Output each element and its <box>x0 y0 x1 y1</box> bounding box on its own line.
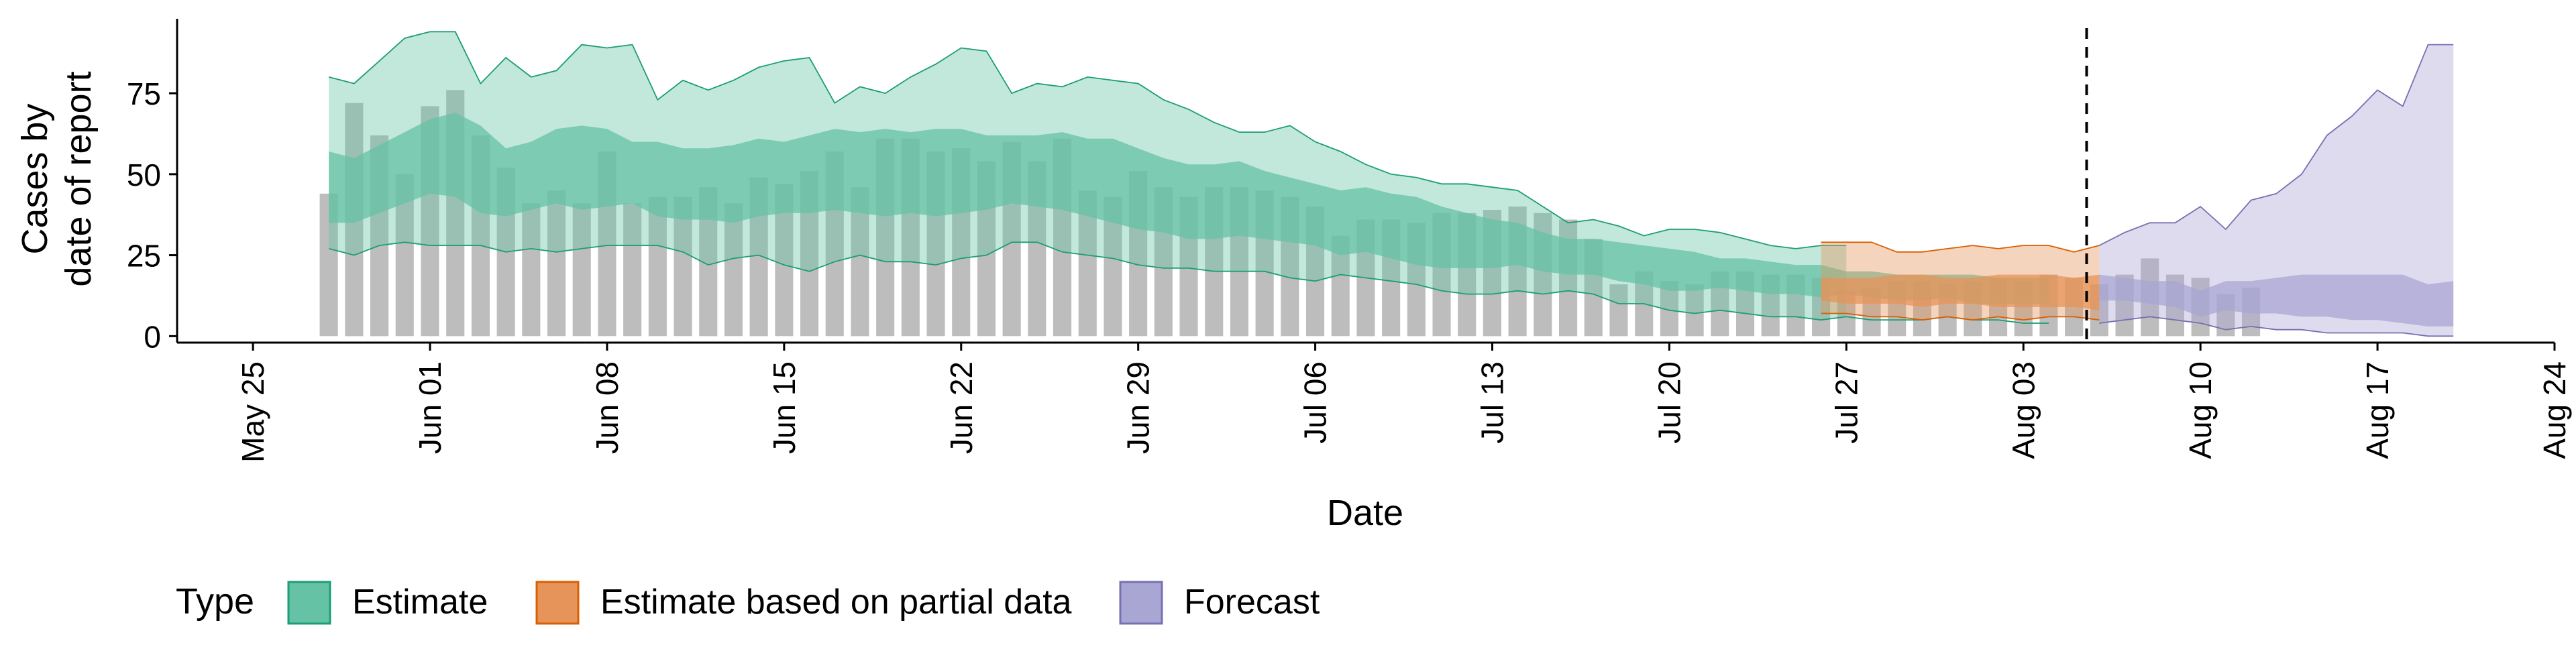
bar <box>522 203 541 337</box>
forecast-lower-90-line <box>2099 316 2454 337</box>
x-tick-label: Aug 03 <box>2006 361 2041 459</box>
axes: 0 25 50 75 May 25 Jun 01 Jun 08 Jun 15 Jun 22 Jun… <box>127 19 2572 463</box>
forecast-upper-90-line <box>2098 44 2454 246</box>
legend-title: Type <box>176 581 254 622</box>
x-tick-label: Aug 17 <box>2360 361 2395 459</box>
legend: Type Estimate Estimate based on partial d… <box>176 581 1320 625</box>
legend-label-estimate: Estimate <box>352 583 488 622</box>
x-tick-label: Jun 15 <box>767 361 802 454</box>
x-tick-label: Jul 27 <box>1829 361 1864 444</box>
bar <box>1685 284 1704 337</box>
bar <box>572 203 591 337</box>
x-tick-label: Aug 10 <box>2183 361 2218 459</box>
bar <box>547 190 566 337</box>
x-tick-label: Jul 13 <box>1475 361 1510 444</box>
y-axis-label-line-2: date of report <box>58 71 99 286</box>
plot-area <box>319 28 2454 340</box>
y-tick-label: 0 <box>144 319 161 354</box>
x-tick-label: May 25 <box>235 361 270 463</box>
estimate-lower-90-line <box>328 241 2049 324</box>
x-tick-label: Aug 24 <box>2537 361 2572 459</box>
x-tick-label: Jun 01 <box>413 361 447 454</box>
legend-swatch-estimate <box>287 581 331 625</box>
legend-swatch-forecast <box>1119 581 1163 625</box>
y-tick-label: 75 <box>127 76 161 111</box>
estimate-based-on-partial-data-band-50 <box>1821 274 2100 310</box>
legend-swatch-estimate-based-on-partial-data <box>535 581 580 625</box>
y-axis-label-line-1: Cases by <box>15 103 55 254</box>
estimate-upper-90-line <box>328 31 1847 249</box>
x-axis-label: Date <box>1327 493 1403 533</box>
y-tick-label: 25 <box>127 239 161 274</box>
bar <box>1609 284 1628 337</box>
x-tick-label: Jul 20 <box>1652 361 1686 444</box>
bar <box>724 203 743 337</box>
estimate-based-on-partial-data-lower-90-line <box>1821 312 2100 321</box>
legend-label-forecast: Forecast <box>1184 583 1320 622</box>
x-tick-label: Jun 08 <box>590 361 625 454</box>
x-tick-label: Jun 29 <box>1121 361 1156 454</box>
x-tick-label: Jun 22 <box>944 361 979 454</box>
x-tick-label: Jul 06 <box>1298 361 1333 444</box>
y-tick-label: 50 <box>127 158 161 192</box>
forecast-band-90 <box>2099 44 2454 337</box>
estimate-band-50 <box>329 113 2049 304</box>
bar <box>674 196 692 337</box>
bar <box>623 203 642 337</box>
bar <box>648 196 667 337</box>
estimate-based-on-partial-data-upper-90-line <box>1821 241 2100 253</box>
legend-label-estimate-based-on-partial-data: Estimate based on partial data <box>600 583 1072 622</box>
forecast-band-50 <box>2099 274 2454 327</box>
